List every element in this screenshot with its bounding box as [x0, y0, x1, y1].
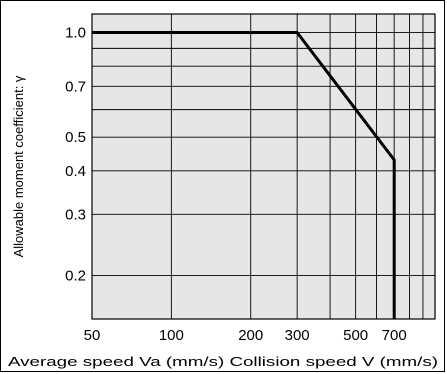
y-tick-label: 0.4: [65, 163, 86, 180]
x-tick-label: 500: [343, 327, 368, 344]
y-tick-label: 0.3: [65, 206, 86, 223]
x-axis-label: Average speed Va (mm/s) Collision speed …: [8, 354, 438, 369]
y-tick-labels: 0.2 0.3 0.4 0.5 0.7 1.0: [65, 24, 86, 284]
y-tick-label: 1.0: [65, 24, 86, 41]
y-tick-label: 0.2: [65, 268, 86, 285]
plot-border: [91, 13, 436, 320]
plot-area: [92, 14, 435, 319]
y-tick-label: 0.7: [65, 78, 86, 95]
y-axis-label: Allowable moment coefficient: γ: [11, 75, 26, 257]
x-tick-label: 300: [285, 327, 310, 344]
y-tick-label: 0.5: [65, 129, 86, 146]
x-tick-label: 100: [159, 327, 184, 344]
x-tick-label: 200: [238, 327, 263, 344]
series-line-0: [92, 31, 396, 319]
x-tick-labels: 50 100 200 300 500 700: [84, 327, 407, 344]
x-tick-label: 700: [382, 327, 407, 344]
x-tick-label: 50: [84, 327, 101, 344]
